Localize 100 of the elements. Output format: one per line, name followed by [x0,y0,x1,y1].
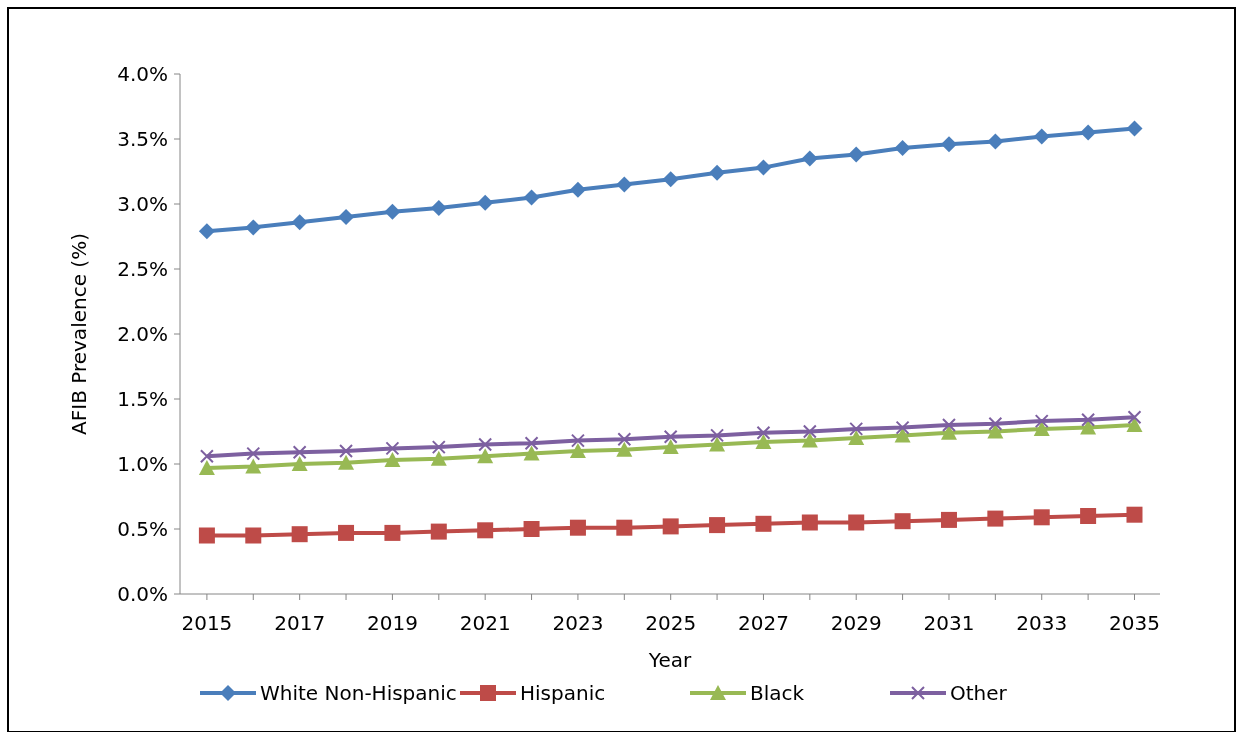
point [198,223,215,240]
point [755,515,772,532]
point [523,445,540,461]
point [430,523,447,540]
x-axis-title: Year [647,648,692,672]
point [1081,412,1096,427]
x-tick-label: 2019 [366,611,418,635]
point [709,164,726,181]
point [710,428,725,443]
y-tick-label: 3.0% [117,192,168,216]
point [523,189,540,206]
point [663,429,678,444]
point [849,421,864,436]
point [339,444,354,458]
point [988,416,1003,431]
x-tick-label: 2023 [552,611,604,635]
point [987,510,1004,527]
point [384,203,401,220]
point [848,146,865,163]
point [801,150,818,167]
point [477,448,494,464]
point [940,511,957,528]
x-tick-label: 2033 [1016,611,1068,635]
point [940,136,957,153]
point [245,219,262,236]
x-tick-label: 2029 [830,611,882,635]
legend-label: Hispanic [520,681,606,705]
point [894,140,911,157]
point [198,459,215,475]
point [755,433,772,449]
legend-label: Other [950,681,1008,705]
point [894,513,911,530]
point [199,449,214,464]
point [894,427,911,443]
legend-label: Black [750,681,805,705]
point [1080,419,1097,435]
x-tick-label: 2031 [923,611,975,635]
point [245,527,262,544]
point [616,176,633,193]
point [1126,506,1143,523]
x-tick-label: 2025 [645,611,697,635]
y-tick-label: 2.0% [117,322,168,346]
y-tick-label: 4.0% [117,62,168,86]
point [801,432,818,448]
point [477,522,494,539]
point [941,418,956,432]
point [198,527,215,544]
point [478,437,493,452]
x-tick-label: 2035 [1109,611,1160,635]
point [709,436,726,452]
point [430,199,447,216]
point [431,440,446,455]
point [477,194,494,211]
y-axis-title: AFIB Prevalence (%) [67,233,91,435]
point [338,454,355,470]
y-tick-label: 0.5% [117,517,168,541]
legend-label: White Non-Hispanic [260,681,457,705]
point [616,519,633,536]
point [662,439,679,455]
point [848,514,865,531]
point [385,441,400,456]
point [895,420,910,435]
point [291,526,308,543]
point [430,450,447,466]
point [384,524,401,541]
y-tick-label: 2.5% [117,257,168,281]
point [1080,124,1097,141]
point [1127,410,1142,425]
point [987,423,1004,439]
point [338,524,355,541]
point [1033,509,1050,526]
y-tick-label: 1.5% [117,387,168,411]
point [662,171,679,188]
point [569,181,586,198]
point [802,424,817,439]
point [1080,508,1097,524]
point [523,521,540,537]
point [524,436,539,451]
y-tick-label: 3.5% [117,127,168,151]
point [338,209,355,225]
point [848,430,865,445]
point [801,514,818,531]
y-tick-label: 1.0% [117,452,168,476]
point [617,432,632,447]
point [569,519,586,536]
x-tick-label: 2021 [459,611,511,635]
point [1034,414,1049,429]
point [1033,128,1050,145]
point [291,214,308,231]
point [1126,120,1143,137]
point [292,445,307,460]
x-tick-label: 2027 [738,611,789,635]
point [756,425,771,440]
point [245,458,262,474]
point [987,133,1004,150]
point [384,452,401,468]
point [616,441,633,457]
point [709,517,726,534]
x-tick-label: 2017 [274,611,326,635]
point [246,446,261,461]
